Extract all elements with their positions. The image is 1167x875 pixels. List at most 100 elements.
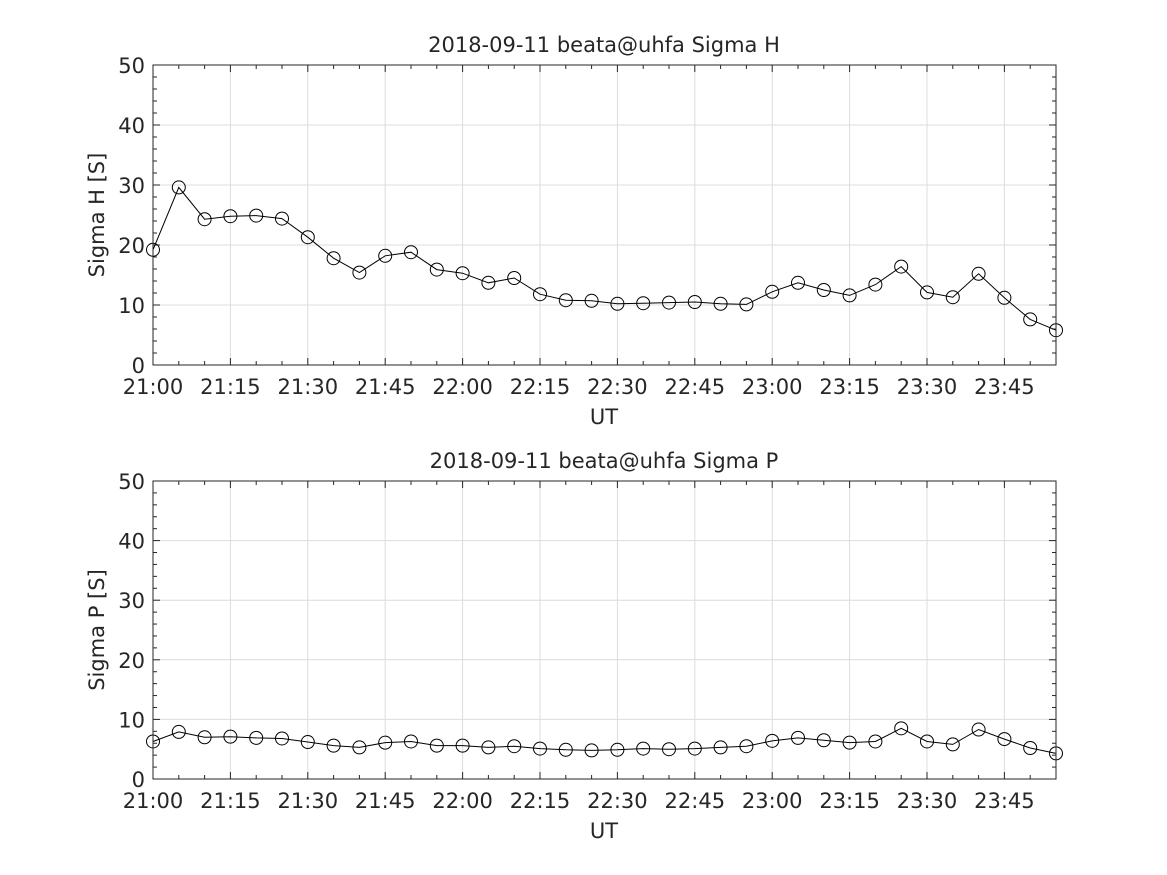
sigma-p-data-point [610, 742, 625, 757]
sigma-p-data-point [687, 741, 702, 756]
sigma-h-data-point [791, 275, 805, 290]
sigma-p-data-point [404, 734, 418, 749]
sigma-p-axes: 2018-09-11 beata@uhfa Sigma P 21:00 21:15… [85, 449, 1063, 843]
sigma-p-xtick-label: 21:15 [200, 789, 261, 813]
sigma-h-data-point [275, 211, 289, 226]
sigma-h-data-point [455, 266, 470, 281]
sigma-h-data-point [687, 295, 702, 309]
sigma-h-xtick-label: 22:15 [510, 375, 571, 399]
sigma-p-xtick-label: 22:00 [432, 789, 493, 813]
sigma-p-ytick-label: 10 [118, 708, 145, 732]
sigma-h-xtick-label: 21:15 [200, 375, 261, 399]
sigma-h-data-point [920, 285, 934, 300]
sigma-p-data-point [584, 743, 599, 758]
sigma-p-series [146, 721, 1063, 761]
sigma-h-data-point [868, 277, 883, 292]
sigma-h-data-point [997, 290, 1012, 305]
sigma-h-xlabel: UT [590, 405, 618, 429]
sigma-h-data-point [558, 293, 573, 308]
sigma-p-data-point [868, 734, 883, 749]
sigma-p-data-point [326, 738, 341, 753]
sigma-h-axes-frame [152, 64, 1057, 366]
sigma-h-xtick-label: 23:15 [819, 375, 880, 399]
sigma-p-xtick-label: 23:15 [819, 789, 880, 813]
sigma-h-data-point [1023, 312, 1038, 327]
sigma-h-data-point [352, 265, 367, 280]
sigma-h-ytick-label: 30 [118, 174, 145, 198]
sigma-p-data-point [765, 733, 780, 748]
sigma-p-data-point [894, 721, 909, 736]
sigma-p-data-point [662, 742, 676, 757]
sigma-h-xtick-label: 22:30 [587, 375, 648, 399]
sigma-h-data-point [404, 245, 418, 260]
sigma-h-xtick-label: 22:45 [665, 375, 726, 399]
sigma-p-xtick-label: 22:45 [665, 789, 726, 813]
sigma-p-data-point [791, 730, 805, 745]
sigma-p-data-point [842, 735, 857, 750]
sigma-p-data-point [481, 740, 496, 755]
sigma-h-xtick-label: 23:45 [974, 375, 1035, 399]
sigma-h-xtick-label: 23:30 [897, 375, 958, 399]
sigma-p-axes-frame [152, 480, 1057, 780]
sigma-h-data-point [326, 251, 341, 266]
sigma-h-data-point [249, 208, 264, 223]
sigma-p-ytick-label: 40 [118, 530, 145, 554]
sigma-h-data-point [584, 293, 599, 308]
sigma-h-data-point [533, 287, 547, 302]
sigma-h-data-point [894, 259, 909, 274]
sigma-p-data-point [636, 741, 651, 756]
sigma-h-ytick-label: 20 [118, 234, 145, 258]
sigma-h-data-point [739, 297, 754, 312]
sigma-h-ytick-label: 50 [118, 54, 145, 78]
sigma-h-ticks: 21:00 21:15 21:30 21:45 22:00 22:15 22:30 22:45… [118, 54, 1057, 399]
sigma-p-data-point [275, 731, 289, 746]
sigma-p-data-point [945, 737, 960, 752]
sigma-p-data-point [300, 735, 315, 750]
sigma-h-data-point [610, 296, 625, 311]
sigma-p-ylabel: Sigma P [S] [85, 569, 109, 691]
sigma-h-xtick-label: 21:30 [278, 375, 339, 399]
sigma-p-series-line [152, 727, 1057, 754]
sigma-p-data-point [223, 729, 238, 744]
sigma-h-data-point [223, 209, 238, 224]
sigma-h-title: 2018-09-11 beata@uhfa Sigma H [428, 33, 780, 57]
sigma-p-xtick-label: 23:30 [897, 789, 958, 813]
sigma-h-series [146, 180, 1063, 338]
sigma-h-xtick-label: 21:00 [123, 375, 184, 399]
sigma-p-xtick-label: 21:00 [123, 789, 184, 813]
sigma-p-data-point [455, 738, 470, 753]
sigma-p-title: 2018-09-11 beata@uhfa Sigma P [430, 449, 779, 473]
sigma-p-xtick-label: 22:15 [510, 789, 571, 813]
sigma-p-ticks: 21:00 21:15 21:30 21:45 22:00 22:15 22:30 22:45… [118, 470, 1057, 813]
sigma-p-xtick-label: 22:30 [587, 789, 648, 813]
sigma-p-data-point [816, 733, 831, 748]
sigma-h-xtick-label: 23:00 [742, 375, 803, 399]
sigma-p-data-point [997, 732, 1012, 747]
sigma-h-data-point [507, 271, 522, 285]
sigma-p-data-point [171, 724, 186, 739]
sigma-p-data-point [197, 730, 212, 745]
sigma-p-ytick-label: 0 [132, 768, 145, 792]
sigma-p-ytick-label: 50 [118, 470, 145, 494]
sigma-h-ytick-label: 40 [118, 114, 145, 138]
sigma-h-data-point [713, 296, 728, 311]
sigma-h-data-point [636, 296, 651, 311]
sigma-h-data-point [300, 230, 315, 245]
sigma-p-data-point [507, 739, 522, 754]
sigma-p-data-point [558, 742, 573, 757]
sigma-p-xtick-label: 23:45 [974, 789, 1035, 813]
sigma-p-data-point [971, 722, 986, 737]
sigma-p-data-point [739, 739, 754, 754]
sigma-h-data-point [429, 262, 444, 277]
sigma-p-data-point [1023, 741, 1038, 756]
sigma-p-xtick-label: 23:00 [742, 789, 803, 813]
sigma-p-data-point [352, 740, 367, 755]
sigma-h-xtick-label: 21:45 [355, 375, 416, 399]
sigma-h-ytick-label: 0 [132, 354, 145, 378]
sigma-h-data-point [481, 275, 496, 290]
sigma-p-xtick-label: 21:30 [278, 789, 339, 813]
sigma-h-data-point [378, 248, 393, 263]
sigma-h-data-point [842, 288, 857, 303]
